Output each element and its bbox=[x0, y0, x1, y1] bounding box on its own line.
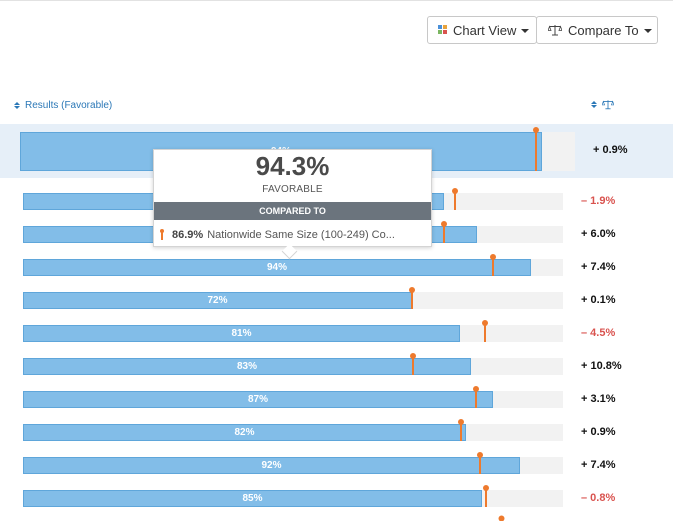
tooltip-value: 94.3% bbox=[255, 151, 330, 181]
difference-value: + 0.9% bbox=[593, 144, 628, 156]
result-row[interactable]: 94% + 7.4% bbox=[0, 254, 673, 276]
benchmark-pin-icon[interactable] bbox=[458, 419, 464, 441]
difference-value: + 0.1% bbox=[581, 294, 616, 306]
bar-value-label: 92% bbox=[261, 460, 282, 471]
benchmark-pin-icon[interactable] bbox=[482, 320, 488, 342]
favorable-bar[interactable] bbox=[23, 259, 531, 276]
benchmark-pin-icon[interactable] bbox=[533, 127, 539, 171]
benchmark-pin-icon[interactable] bbox=[473, 386, 479, 408]
tooltip-benchmark-value: 86.9% bbox=[172, 229, 204, 241]
difference-value: – 4.5% bbox=[581, 327, 616, 339]
result-row[interactable]: 81% – 4.5% bbox=[0, 320, 673, 342]
favorable-bar[interactable] bbox=[23, 325, 460, 342]
result-row[interactable]: 72% + 0.1% bbox=[0, 287, 673, 309]
results-sort-header[interactable]: Results (Favorable) bbox=[14, 100, 112, 111]
scale-icon bbox=[602, 100, 614, 110]
difference-value: + 3.1% bbox=[581, 393, 616, 405]
difference-value: + 6.0% bbox=[581, 228, 616, 240]
chevron-down-icon bbox=[643, 29, 652, 33]
chevron-down-icon bbox=[521, 29, 530, 33]
top-divider bbox=[0, 0, 673, 1]
results-header-label: Results (Favorable) bbox=[25, 100, 113, 111]
bar-value-label: 94% bbox=[266, 262, 287, 273]
bar-track: 92% bbox=[23, 452, 563, 474]
sort-icon bbox=[591, 101, 597, 108]
difference-value: – 1.9% bbox=[581, 195, 616, 207]
result-row[interactable]: 92% + 7.4% bbox=[0, 452, 673, 474]
difference-value: + 7.4% bbox=[581, 261, 616, 273]
favorable-bar[interactable] bbox=[23, 457, 520, 474]
benchmark-pin-icon[interactable] bbox=[477, 452, 483, 474]
sort-icon bbox=[14, 102, 20, 109]
bar-track: 72% bbox=[23, 287, 563, 309]
bar-track: 87% bbox=[23, 386, 563, 408]
result-row[interactable]: 85% – 0.8% bbox=[0, 485, 673, 507]
result-tooltip: 94.3% FAVORABLE COMPARED TO 86.9% Nation… bbox=[153, 149, 432, 247]
partial-next-pin bbox=[498, 515, 505, 521]
chart-view-button[interactable]: Chart View bbox=[427, 16, 537, 44]
compare-sort-header[interactable] bbox=[591, 99, 614, 110]
difference-value: – 0.8% bbox=[581, 492, 616, 504]
bar-value-label: 82% bbox=[234, 427, 255, 438]
tooltip-benchmark-row: 86.9% Nationwide Same Size (100-249) Co.… bbox=[160, 229, 395, 241]
scale-icon bbox=[548, 25, 562, 36]
tooltip-favorable-label: FAVORABLE bbox=[262, 184, 323, 195]
difference-value: + 7.4% bbox=[581, 459, 616, 471]
compare-to-label: Compare To bbox=[568, 22, 639, 38]
result-row[interactable]: 87% + 3.1% bbox=[0, 386, 673, 408]
bar-track: 81% bbox=[23, 320, 563, 342]
bar-track: 83% bbox=[23, 353, 563, 375]
bar-value-label: 81% bbox=[231, 328, 252, 339]
bar-track: 82% bbox=[23, 419, 563, 441]
result-row[interactable]: 83% + 10.8% bbox=[0, 353, 673, 375]
benchmark-pin-icon[interactable] bbox=[452, 188, 458, 210]
bar-value-label: 87% bbox=[247, 394, 268, 405]
result-row[interactable]: 82% + 0.9% bbox=[0, 419, 673, 441]
benchmark-pin-icon[interactable] bbox=[441, 221, 447, 243]
favorable-bar[interactable] bbox=[23, 391, 493, 408]
tooltip-benchmark-name: Nationwide Same Size (100-249) Co... bbox=[207, 229, 395, 241]
chart-view-label: Chart View bbox=[453, 22, 517, 38]
difference-value: + 0.9% bbox=[581, 426, 616, 438]
difference-value: + 10.8% bbox=[581, 360, 622, 372]
bar-track: 85% bbox=[23, 485, 563, 507]
bar-track: 94% bbox=[23, 254, 563, 276]
bar-value-label: 72% bbox=[207, 295, 228, 306]
tooltip-compared-to-band: COMPARED TO bbox=[154, 202, 431, 220]
chart-grid-icon bbox=[438, 25, 447, 34]
compare-to-button[interactable]: Compare To bbox=[536, 16, 658, 44]
benchmark-pin-icon bbox=[160, 229, 164, 241]
benchmark-pin-icon[interactable] bbox=[483, 485, 489, 507]
benchmark-pin-icon[interactable] bbox=[410, 353, 416, 375]
favorable-bar[interactable] bbox=[23, 424, 466, 441]
benchmark-pin-icon[interactable] bbox=[490, 254, 496, 276]
favorable-bar[interactable] bbox=[23, 490, 482, 507]
benchmark-pin-icon[interactable] bbox=[409, 287, 415, 309]
bar-value-label: 83% bbox=[236, 361, 257, 372]
favorable-bar[interactable] bbox=[23, 358, 471, 375]
bar-value-label: 85% bbox=[242, 493, 263, 504]
